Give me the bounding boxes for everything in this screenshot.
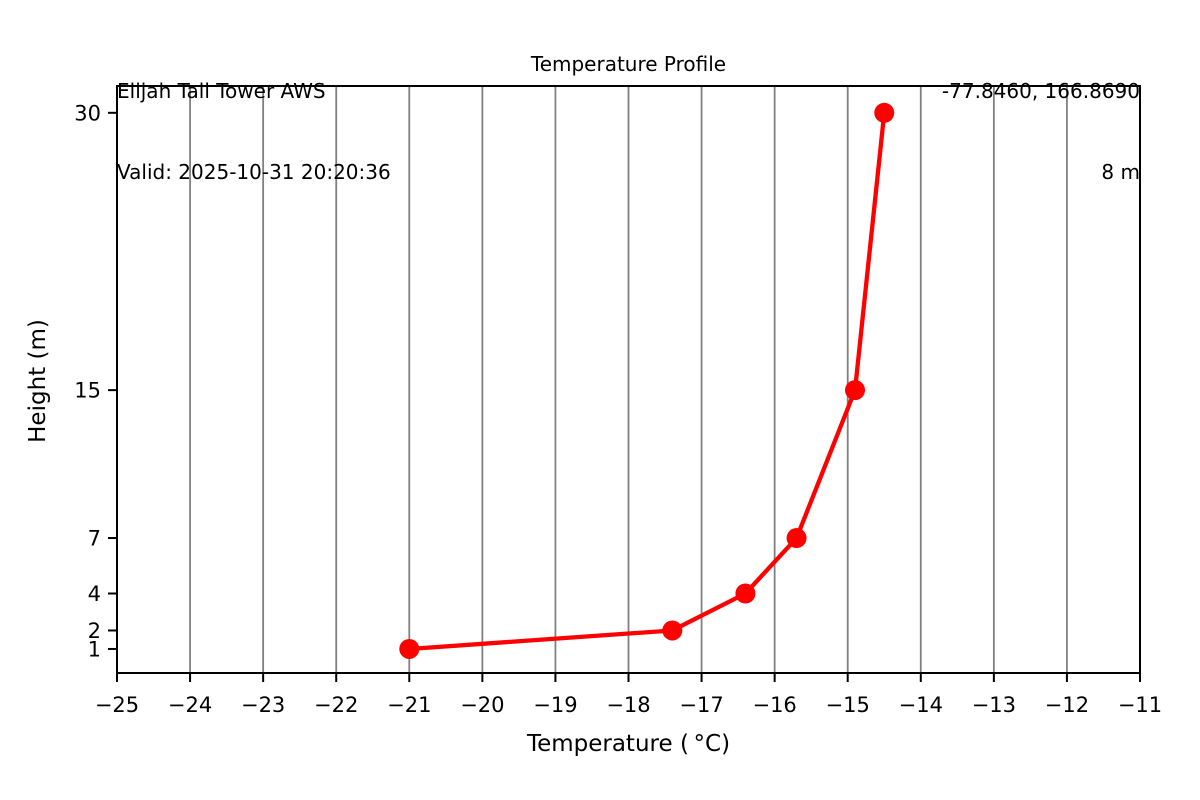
data-point: [786, 528, 807, 549]
x-tick-label: −17: [679, 693, 723, 717]
data-point: [845, 380, 866, 401]
station-coordinates: -77.8460, 166.8690: [941, 79, 1140, 103]
x-tick-label: −11: [1118, 693, 1162, 717]
data-line: [407, 110, 887, 652]
station-elevation: 8 m: [1101, 160, 1140, 184]
y-tick-label: 7: [88, 527, 101, 551]
x-tick-label: −15: [826, 693, 870, 717]
data-point: [399, 638, 420, 659]
x-tick-label: −16: [752, 693, 796, 717]
x-tick-label: −21: [387, 693, 431, 717]
x-tick-label: −24: [168, 693, 212, 717]
x-tick-label: −13: [972, 693, 1016, 717]
data-point: [662, 620, 683, 641]
x-tick-label: −20: [460, 693, 504, 717]
x-tick-label: −23: [241, 693, 285, 717]
y-tick-label: 15: [74, 379, 101, 403]
x-axis-label: Temperature ( °C): [526, 731, 731, 757]
x-tick-label: −25: [95, 693, 139, 717]
y-tick-label: 2: [88, 619, 101, 643]
header-left: Elijah Tall Tower AWS Valid: 2025-10-31 …: [117, 24, 391, 240]
data-point: [874, 102, 895, 123]
y-tick-label: 30: [74, 101, 101, 125]
y-axis-label: Height (m): [25, 319, 51, 443]
x-tick-label: −14: [899, 693, 943, 717]
y-tick-label: 4: [88, 582, 101, 606]
chart-title: Temperature Profile: [530, 52, 727, 76]
valid-timestamp: Valid: 2025-10-31 20:20:36: [117, 160, 391, 184]
x-tick-label: −18: [606, 693, 650, 717]
y-tick-label: 1: [88, 637, 101, 661]
x-tick-label: −22: [314, 693, 358, 717]
x-tick-label: −12: [1045, 693, 1089, 717]
x-tick-label: −19: [533, 693, 577, 717]
data-point: [735, 583, 756, 604]
station-name: Elijah Tall Tower AWS: [117, 79, 326, 103]
header-right: -77.8460, 166.8690 8 m: [117, 24, 1140, 240]
